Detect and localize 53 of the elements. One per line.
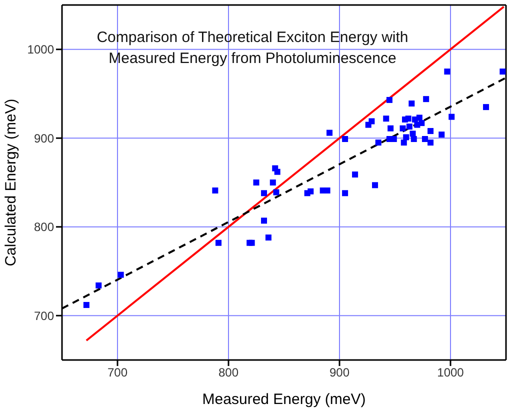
point bbox=[342, 190, 348, 196]
point bbox=[118, 272, 124, 278]
text: Comparison of Theoretical Exciton Energy with Measured Energy from Photoluminescence bbox=[96, 29, 408, 67]
point bbox=[83, 302, 90, 308]
point bbox=[410, 130, 416, 137]
point bbox=[422, 136, 428, 142]
point bbox=[342, 136, 348, 142]
point bbox=[438, 132, 445, 138]
point bbox=[403, 134, 410, 140]
point bbox=[410, 136, 417, 142]
x-axis-title: Measured Energy (meV) bbox=[202, 391, 366, 408]
point bbox=[388, 125, 394, 132]
point bbox=[428, 140, 434, 146]
point bbox=[400, 140, 407, 146]
point bbox=[274, 168, 280, 175]
point bbox=[448, 114, 455, 120]
point bbox=[483, 104, 490, 110]
point bbox=[368, 118, 375, 124]
point bbox=[308, 188, 314, 194]
point bbox=[96, 282, 102, 288]
point bbox=[352, 172, 358, 178]
x-tick-label: 1000 bbox=[437, 366, 464, 380]
point bbox=[428, 128, 434, 134]
point bbox=[383, 116, 390, 122]
point bbox=[390, 136, 397, 142]
y-tick-label: 700 bbox=[34, 308, 54, 323]
point bbox=[444, 68, 450, 75]
point bbox=[372, 182, 378, 188]
point bbox=[324, 187, 330, 194]
point bbox=[253, 180, 260, 186]
point bbox=[273, 189, 280, 196]
x-tick-label: 700 bbox=[107, 366, 128, 380]
x-tick-label: 900 bbox=[329, 366, 350, 380]
point bbox=[500, 68, 506, 75]
point bbox=[408, 100, 415, 107]
point bbox=[261, 190, 268, 196]
point bbox=[270, 180, 276, 186]
point bbox=[375, 140, 382, 146]
point bbox=[386, 96, 392, 103]
point bbox=[326, 130, 333, 136]
y-axis-title: Calculated Energy (meV) bbox=[2, 98, 20, 266]
point bbox=[400, 125, 406, 132]
point bbox=[406, 124, 412, 130]
y-tick-label: 1000 bbox=[27, 42, 54, 57]
x-tick-label: 800 bbox=[218, 366, 239, 380]
point bbox=[405, 116, 412, 122]
y-tick-label: 900 bbox=[34, 131, 54, 146]
point bbox=[212, 187, 218, 194]
point bbox=[265, 234, 272, 241]
point bbox=[261, 218, 268, 224]
point bbox=[423, 96, 430, 102]
y-tick-label: 800 bbox=[34, 220, 54, 234]
point bbox=[216, 240, 222, 246]
